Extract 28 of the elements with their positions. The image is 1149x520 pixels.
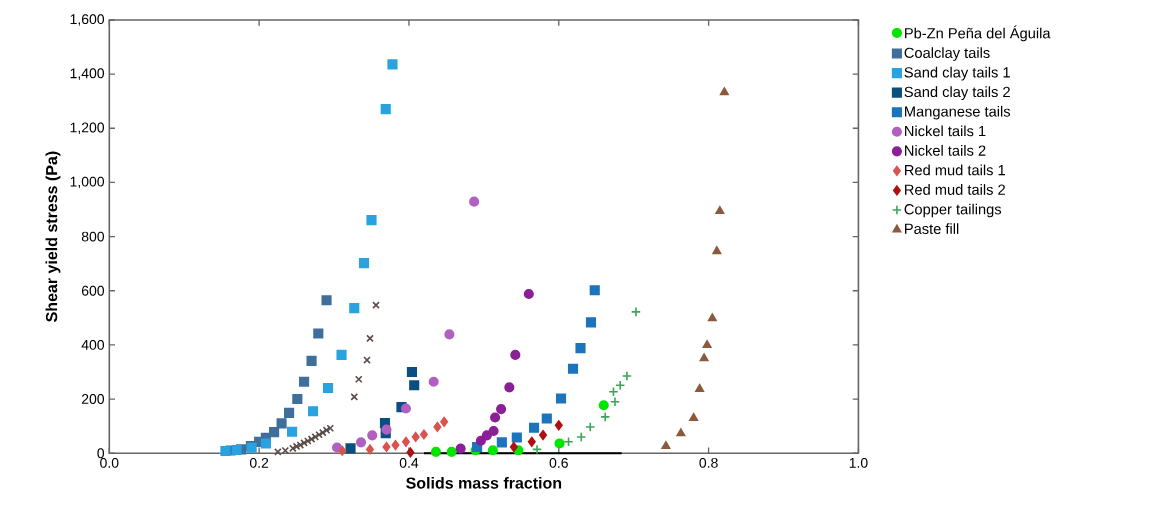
y-tick-label: 400 — [81, 340, 105, 350]
legend-label: Nickel tails 2 — [905, 145, 986, 156]
x-tick-label: 1.0 — [849, 457, 868, 468]
x-tick-label: 0.0 — [100, 457, 119, 468]
y-tick-label: 1,400 — [70, 68, 105, 80]
legend-label: Red mud tails 1 — [905, 164, 1005, 176]
y-tick-label: 200 — [81, 394, 105, 405]
legend-label: Copper tailings — [904, 203, 1002, 218]
y-tick-label: 800 — [81, 231, 105, 242]
y-tick-label: 0 — [97, 448, 105, 459]
x-tick-label: 0.6 — [549, 457, 568, 468]
legend-label: Red mud tails 2 — [905, 184, 1005, 195]
y-axis-title: Shear yield stress (Pa) — [45, 151, 61, 322]
x-axis-title: Solids mass fraction — [406, 477, 562, 489]
y-tick-label: 600 — [81, 285, 105, 296]
legend-label: Pb-Zn Peña del Águila — [905, 25, 1051, 42]
y-tick-label: 1,000 — [70, 176, 105, 189]
legend-label: Manganese tails — [905, 105, 1011, 120]
x-tick-label: 0.8 — [699, 457, 718, 468]
legend-label: Sand clay tails 1 — [904, 66, 1010, 81]
y-tick-label: 1,600 — [70, 14, 105, 26]
y-tick-label: 1,200 — [70, 122, 105, 135]
legend-label: Nickel tails 1 — [905, 125, 986, 137]
legend-label: Sand clay tails 2 — [904, 86, 1010, 101]
x-tick-label: 0.2 — [249, 457, 269, 468]
x-tick-label: 0.4 — [399, 457, 419, 468]
legend-label: Paste fill — [905, 223, 959, 235]
legend-label: Coalclay tails — [904, 47, 990, 61]
